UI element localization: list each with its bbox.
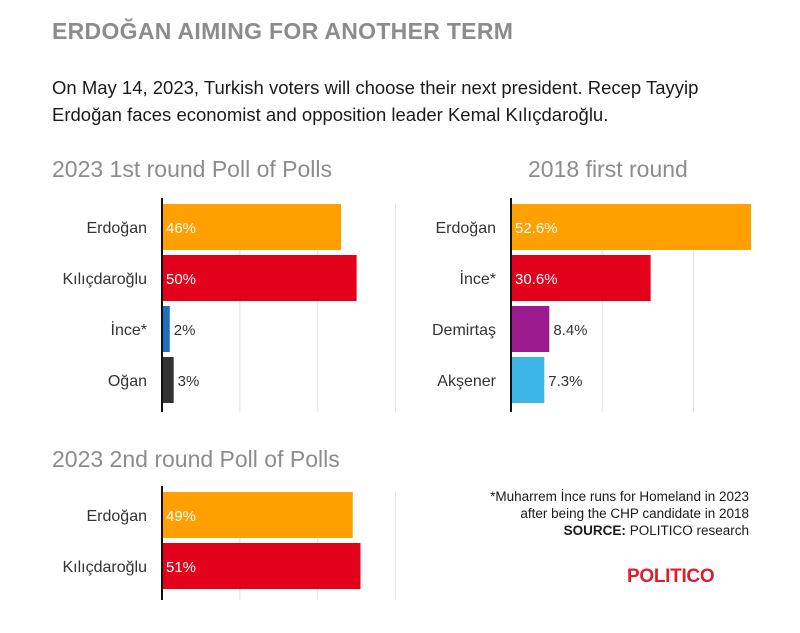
category-label-erdogan: Erdoğan [87, 220, 148, 237]
data-label-ogan: 3% [178, 373, 200, 390]
source-line: SOURCE: POLITICO research [419, 522, 749, 539]
category-label-aksener: Akşener [437, 373, 496, 390]
category-label-erdogan: Erdoğan [436, 220, 497, 237]
footnote-line-1: *Muharrem İnce runs for Homeland in 2023 [490, 489, 749, 504]
bar-ogan [162, 357, 174, 403]
data-label-ince: 30.6% [515, 271, 558, 288]
category-label-ogan: Oğan [108, 373, 147, 390]
category-label-ince: İnce* [460, 269, 496, 288]
bar-erdogan [511, 204, 751, 250]
bar-demirtas [511, 306, 550, 352]
data-label-ince: 2% [174, 322, 196, 339]
bar-ince [162, 306, 170, 352]
category-label-erdogan: Erdoğan [87, 508, 148, 525]
bar-ince [511, 255, 651, 301]
chart-title-first-round-2023: 2023 1st round Poll of Polls [52, 156, 333, 182]
category-label-kilicdaroglu: Kılıçdaroğlu [63, 559, 148, 576]
bar-kilicdaroglu [162, 255, 357, 301]
chart-title-second-round-2023: 2023 2nd round Poll of Polls [52, 446, 340, 472]
data-label-erdogan: 52.6% [515, 220, 558, 237]
bar-erdogan [162, 492, 353, 538]
dek-text: On May 14, 2023, Turkish voters will cho… [52, 77, 699, 125]
footnote-line-2: after being the CHP candidate in 2018 [520, 506, 749, 521]
data-label-erdogan: 49% [166, 508, 196, 525]
data-label-kilicdaroglu: 51% [166, 559, 196, 576]
bar-kilicdaroglu [162, 543, 361, 589]
footnote: *Muharrem İnce runs for Homeland in 2023… [419, 488, 749, 539]
data-label-kilicdaroglu: 50% [166, 271, 196, 288]
category-label-kilicdaroglu: Kılıçdaroğlu [63, 271, 148, 288]
chart-title-first-round-2018: 2018 first round [528, 156, 688, 182]
headline: ERDOĞAN AIMING FOR ANOTHER TERM [52, 18, 514, 44]
bar-erdogan [162, 204, 342, 250]
source-label: SOURCE: [563, 523, 626, 538]
data-label-erdogan: 46% [166, 220, 196, 237]
category-label-ince: İnce* [111, 320, 147, 339]
bar-aksener [511, 357, 545, 403]
data-label-aksener: 7.3% [548, 373, 582, 390]
politico-logo: POLITICO [627, 566, 715, 587]
category-label-demirtas: Demirtaş [432, 322, 496, 339]
data-label-demirtas: 8.4% [553, 322, 587, 339]
source-text: POLITICO research [629, 523, 749, 538]
